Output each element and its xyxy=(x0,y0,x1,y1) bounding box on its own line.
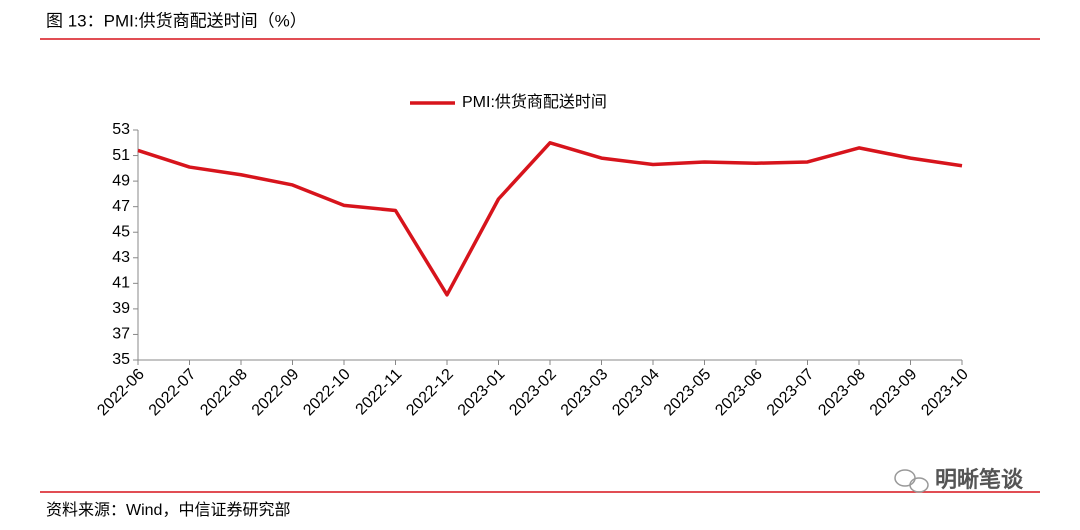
x-tick-label: 2022-09 xyxy=(249,366,303,420)
x-tick-label: 2022-10 xyxy=(300,366,354,420)
chart-title: 图 13：PMI:供货商配送时间（%） xyxy=(46,11,307,30)
x-tick-label: 2023-10 xyxy=(918,366,972,420)
y-tick-label: 53 xyxy=(112,121,130,138)
x-tick-label: 2022-07 xyxy=(146,366,200,420)
y-tick-label: 45 xyxy=(112,223,130,240)
x-tick-label: 2023-02 xyxy=(506,366,560,420)
y-tick-label: 35 xyxy=(112,351,130,368)
y-tick-label: 39 xyxy=(112,300,130,317)
y-tick-label: 41 xyxy=(112,275,130,292)
x-tick-label: 2023-03 xyxy=(558,366,612,420)
x-tick-label: 2023-01 xyxy=(455,366,509,420)
source-note: 资料来源：Wind，中信证券研究部 xyxy=(46,501,290,519)
y-tick-label: 43 xyxy=(112,249,130,266)
x-tick-label: 2023-06 xyxy=(712,366,766,420)
x-tick-label: 2022-08 xyxy=(197,366,251,420)
y-tick-label: 47 xyxy=(112,198,130,215)
x-tick-label: 2023-04 xyxy=(609,366,663,420)
legend-label: PMI:供货商配送时间 xyxy=(462,93,607,111)
y-tick-label: 51 xyxy=(112,147,130,164)
x-tick-label: 2022-06 xyxy=(94,366,148,420)
x-tick-label: 2023-05 xyxy=(661,366,715,420)
y-tick-label: 49 xyxy=(112,172,130,189)
x-tick-label: 2023-09 xyxy=(867,366,921,420)
x-tick-label: 2022-12 xyxy=(403,366,457,420)
x-tick-label: 2022-11 xyxy=(353,366,406,419)
watermark: 明晰笔谈 xyxy=(935,467,1024,492)
x-tick-label: 2023-08 xyxy=(815,366,869,420)
data-line xyxy=(137,141,963,297)
x-tick-label: 2023-07 xyxy=(764,366,818,420)
y-tick-label: 37 xyxy=(112,326,130,343)
watermark-icon xyxy=(894,469,929,493)
